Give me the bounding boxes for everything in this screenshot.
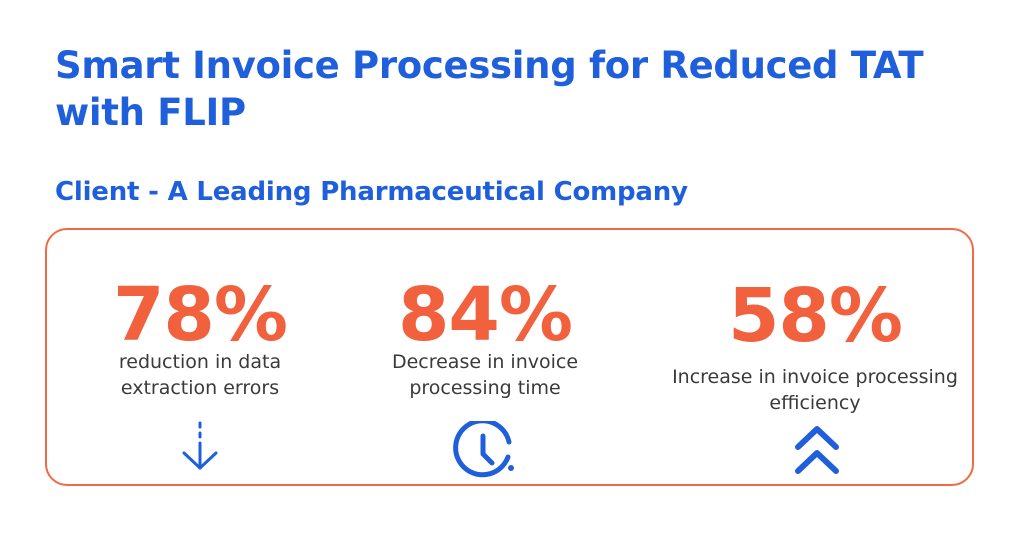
stat-description-line: Increase in invoice processing bbox=[672, 366, 958, 388]
stat-description: Decrease in invoice processing time bbox=[370, 349, 600, 401]
stat-description-line: reduction in data bbox=[118, 351, 282, 373]
arrow-down-icon bbox=[182, 421, 218, 470]
stat-value: 78% bbox=[112, 272, 288, 358]
stat-description-line: Decrease in invoice bbox=[391, 351, 579, 373]
stat-description-line: processing time bbox=[409, 377, 561, 399]
stats-card bbox=[45, 228, 974, 486]
stat-time-decrease: 84% Decrease in invoice processing time bbox=[370, 275, 600, 401]
clock-icon bbox=[453, 421, 514, 478]
stat-description-line: extraction errors bbox=[120, 377, 280, 399]
stat-description-line: efficiency bbox=[769, 392, 861, 414]
stat-error-reduction: 78% reduction in data extraction errors bbox=[105, 275, 295, 401]
stat-description: Increase in invoice processing efficienc… bbox=[655, 364, 975, 416]
double-chevron-up-icon bbox=[795, 426, 839, 474]
stat-efficiency-increase: 58% Increase in invoice processing effic… bbox=[655, 276, 975, 416]
stat-description: reduction in data extraction errors bbox=[105, 349, 295, 401]
stat-value: 84% bbox=[397, 272, 573, 358]
client-subtitle: Client - A Leading Pharmaceutical Compan… bbox=[55, 177, 688, 207]
page-title: Smart Invoice Processing for Reduced TAT… bbox=[55, 44, 924, 134]
stat-value: 58% bbox=[727, 273, 903, 359]
